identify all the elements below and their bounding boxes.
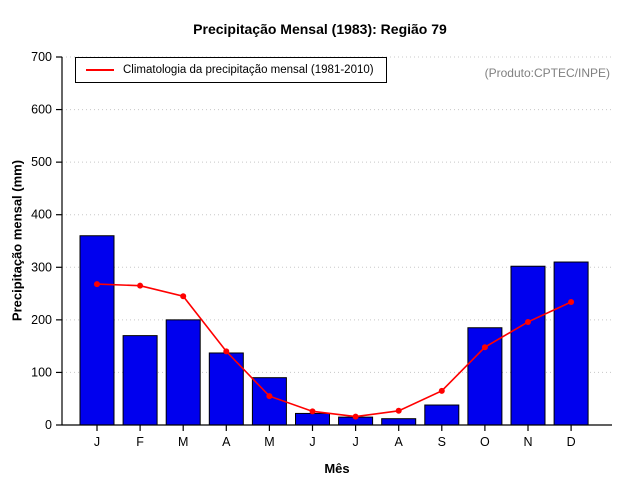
y-axis-title: Precipitação mensal (mm) (9, 159, 25, 322)
climatology-point (568, 298, 575, 305)
climatology-point (309, 408, 316, 415)
x-tick-label: J (352, 435, 358, 449)
x-tick-label: M (264, 435, 274, 449)
bar (381, 418, 417, 426)
bar (122, 335, 158, 426)
climatology-point (180, 293, 187, 300)
legend: Climatologia da precipitação mensal (198… (75, 57, 387, 83)
y-tick-label: 500 (31, 155, 52, 169)
x-tick-label: N (523, 435, 532, 449)
x-tick-label: A (395, 435, 404, 449)
bar (208, 352, 244, 426)
x-tick-label: J (94, 435, 100, 449)
climatology-point (438, 387, 445, 394)
climatology-line (96, 283, 572, 418)
y-tick-label: 400 (31, 208, 52, 222)
legend-label: Climatologia da precipitação mensal (198… (123, 64, 374, 76)
climatology-point (525, 318, 531, 325)
bar (424, 404, 460, 426)
x-tick-label: A (222, 435, 231, 449)
y-tick-label: 300 (31, 260, 52, 274)
x-tick-label: F (136, 435, 144, 449)
y-tick-label: 200 (31, 313, 52, 327)
x-tick-label: J (309, 435, 315, 449)
x-tick-label: D (567, 435, 576, 449)
bar (510, 265, 546, 426)
y-tick-label: 100 (31, 365, 52, 379)
climatology-point (266, 393, 273, 400)
x-tick-label: S (438, 435, 446, 449)
climatology-point (137, 282, 144, 289)
climatology-point (223, 348, 230, 355)
bar (165, 319, 201, 426)
x-tick-label: M (178, 435, 188, 449)
bar (295, 412, 330, 426)
bar (79, 235, 115, 426)
chart-title: Precipitação Mensal (1983): Região 79 (193, 21, 447, 37)
bar (553, 261, 589, 426)
legend-line-sample (86, 69, 114, 71)
climatology-point (352, 413, 359, 420)
y-tick-label: 700 (31, 50, 52, 64)
y-tick-label: 0 (45, 418, 52, 432)
x-axis-title: Mês (324, 461, 350, 476)
product-annotation: (Produto:CPTEC/INPE) (484, 66, 610, 80)
bar (467, 327, 503, 426)
climatology-point (395, 407, 402, 414)
climatology-point (94, 281, 100, 288)
x-tick-label: O (480, 435, 490, 449)
y-tick-label: 600 (31, 103, 52, 117)
climatology-point (481, 344, 488, 351)
